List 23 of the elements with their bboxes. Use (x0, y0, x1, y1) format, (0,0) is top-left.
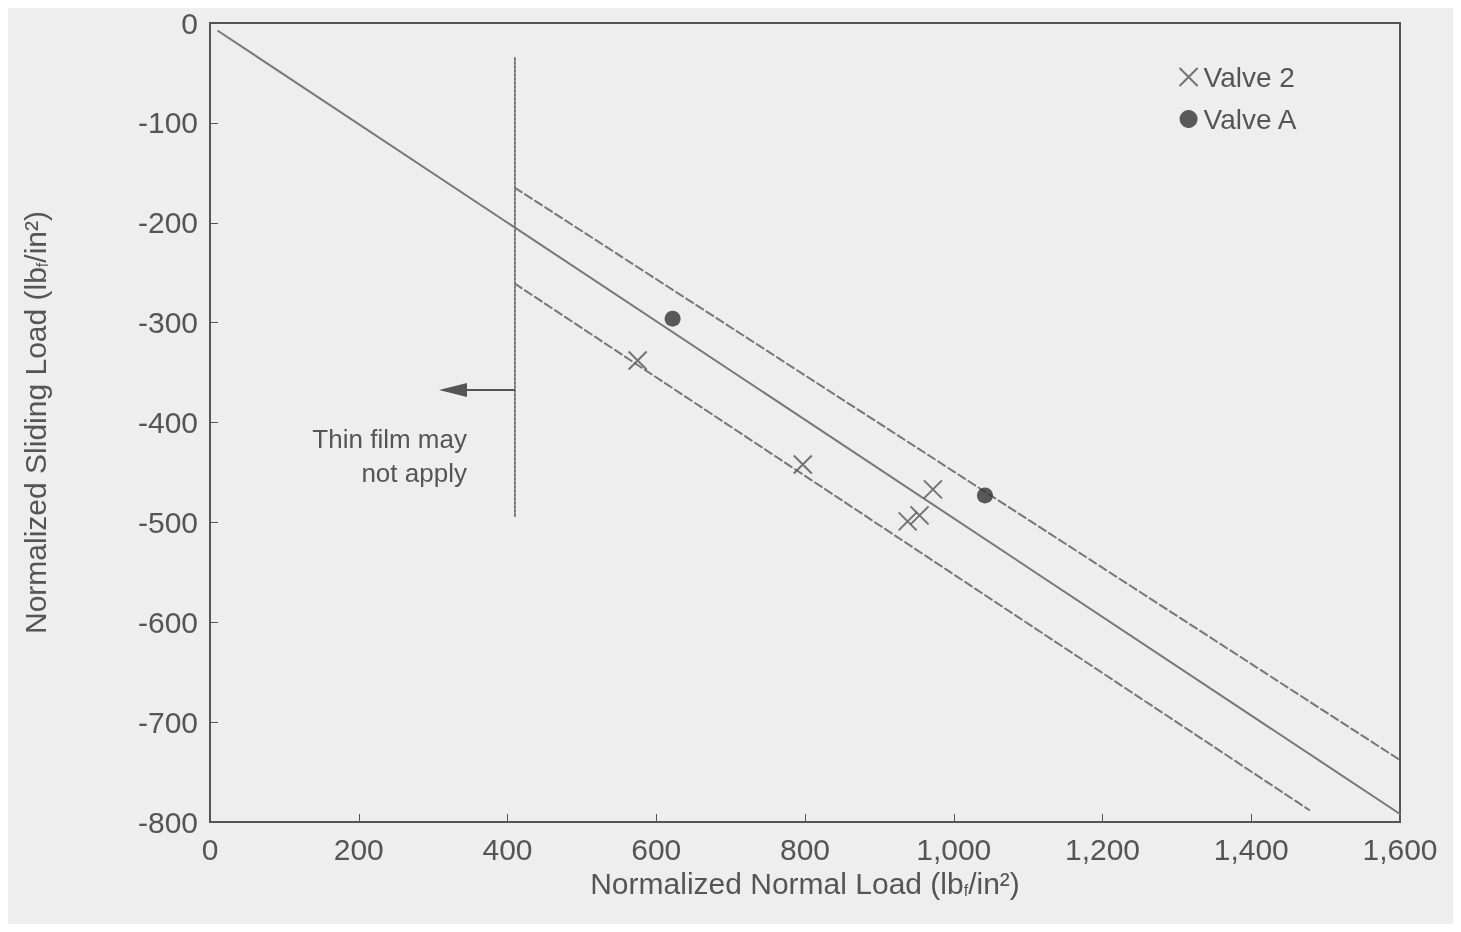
x-tick-label: 400 (482, 832, 533, 866)
y-tick-label: -100 (137, 106, 198, 140)
y-tick-label: 0 (181, 6, 198, 40)
y-tick-label: -800 (137, 805, 198, 839)
legend-label: Valve A (1203, 103, 1297, 135)
x-tick-label: 1,200 (1064, 832, 1141, 866)
x-axis-title: Normalized Normal Load (lbf/in²) (590, 867, 1020, 901)
x-tick-label: 0 (201, 832, 219, 866)
x-tick-label: 1,000 (916, 832, 992, 866)
legend-label: Valve 2 (1203, 61, 1295, 93)
y-tick-label: -600 (137, 605, 198, 639)
x-tick-label: 200 (333, 832, 384, 866)
x-tick-label: 1,600 (1362, 832, 1438, 866)
y-axis-title: Normalized Sliding Load (lbf/in²) (18, 211, 52, 634)
x-tick-label: 1,400 (1213, 832, 1289, 866)
y-tick-label: -200 (137, 206, 198, 240)
y-tick-label: -400 (137, 406, 198, 439)
y-tick-label: -300 (137, 306, 198, 340)
annotation: Thin film may not apply (312, 423, 467, 488)
y-tick-label: -500 (137, 505, 198, 539)
y-tick-label: -700 (137, 705, 198, 739)
x-tick-label: 600 (631, 832, 682, 866)
x-tick-label: 800 (779, 832, 831, 866)
